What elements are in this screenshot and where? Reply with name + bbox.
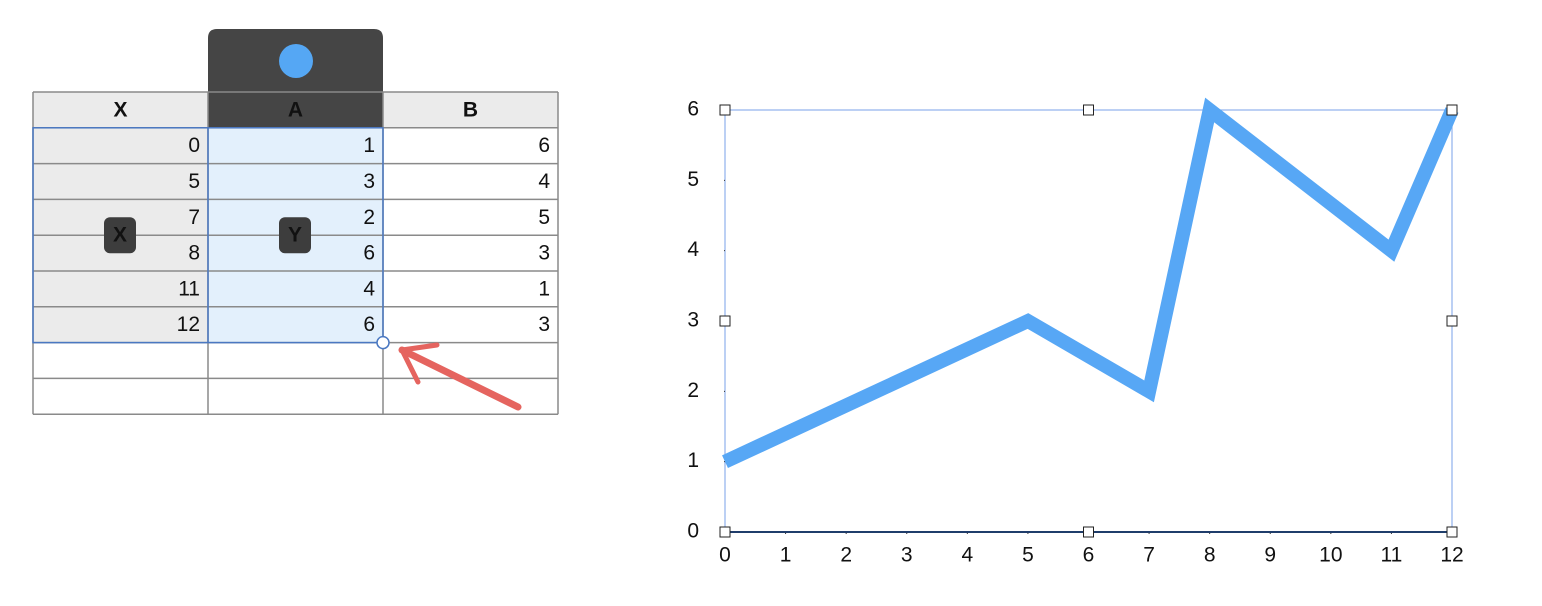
role-badge-label: Y (288, 224, 302, 247)
cell[interactable]: 5 (538, 206, 550, 229)
x-tick-label: 9 (1264, 544, 1276, 567)
resize-handle[interactable] (1083, 104, 1094, 116)
y-cell-bg (208, 127, 383, 164)
cell[interactable]: 1 (538, 277, 550, 300)
cell[interactable]: 3 (538, 313, 550, 336)
x-cell-bg (33, 163, 208, 200)
cell[interactable]: 12 (177, 313, 200, 336)
arrow (398, 342, 522, 411)
cell[interactable]: 6 (538, 134, 550, 157)
cell[interactable]: 3 (538, 242, 550, 265)
resize-handle[interactable] (1446, 315, 1458, 327)
x-cell-bg (33, 306, 208, 343)
resize-handle[interactable] (719, 104, 731, 116)
x-tick-label: 7 (1143, 544, 1155, 567)
cell[interactable]: 1 (363, 134, 375, 157)
x-tick-label: 6 (1083, 544, 1095, 567)
y-tick-label: 4 (687, 238, 699, 261)
cell[interactable]: 11 (178, 277, 200, 300)
resize-handle[interactable] (719, 315, 731, 327)
cell[interactable]: 5 (188, 170, 200, 193)
x-tick-label: 5 (1022, 544, 1034, 567)
column-header[interactable]: A (288, 98, 303, 121)
cell[interactable]: 4 (538, 170, 550, 193)
cell[interactable]: 7 (188, 206, 200, 229)
y-tick-label: 0 (687, 520, 699, 543)
y-cell-bg (208, 271, 383, 307)
y-tick-label: 3 (687, 309, 699, 332)
y-tick-label: 6 (687, 98, 699, 121)
cell[interactable]: 3 (363, 170, 375, 193)
column-header[interactable]: X (113, 98, 127, 121)
x-tick-label: 12 (1440, 544, 1463, 567)
x-tick-label: 3 (901, 544, 913, 567)
series-line[interactable] (722, 97, 1459, 469)
chart-frame (724, 109, 1453, 533)
x-cell-bg (33, 271, 208, 307)
fill-handle[interactable] (376, 335, 390, 350)
cell[interactable]: 6 (363, 313, 375, 336)
cell[interactable]: 4 (363, 277, 375, 300)
y-cell-bg (208, 163, 383, 200)
resize-handle[interactable] (719, 526, 731, 538)
x-tick-label: 10 (1319, 544, 1342, 567)
x-tick-label: 11 (1381, 544, 1403, 567)
cell[interactable]: 8 (188, 242, 200, 265)
series-color-dot[interactable] (279, 44, 313, 78)
y-tick-label: 2 (687, 379, 699, 402)
y-tick-label: 1 (687, 449, 699, 472)
role-badge-label: X (113, 224, 127, 247)
cell[interactable]: 6 (363, 242, 375, 265)
x-tick-label: 0 (719, 544, 731, 567)
cell[interactable]: 2 (363, 206, 375, 229)
y-tick-label: 5 (687, 168, 699, 191)
cell[interactable]: 0 (188, 134, 200, 157)
resize-handle[interactable] (1083, 526, 1094, 538)
resize-handle[interactable] (1446, 526, 1458, 538)
header-a (208, 92, 383, 128)
column-header[interactable]: B (463, 98, 478, 121)
table: X A B 0 1 6 5 3 4 7 2 5 8 6 3 11 4 1 12 6 3 X Y (32, 91, 559, 415)
x-tick-label: 8 (1204, 544, 1216, 567)
x-tick-label: 4 (961, 544, 973, 567)
role-badge (104, 217, 136, 254)
x-tick-label: 2 (840, 544, 852, 567)
x-tick-label: 1 (780, 544, 792, 567)
role-badge (279, 217, 311, 254)
x-cell-bg (33, 127, 208, 164)
y-cell-bg (208, 306, 383, 343)
resize-handle[interactable] (1446, 104, 1458, 116)
